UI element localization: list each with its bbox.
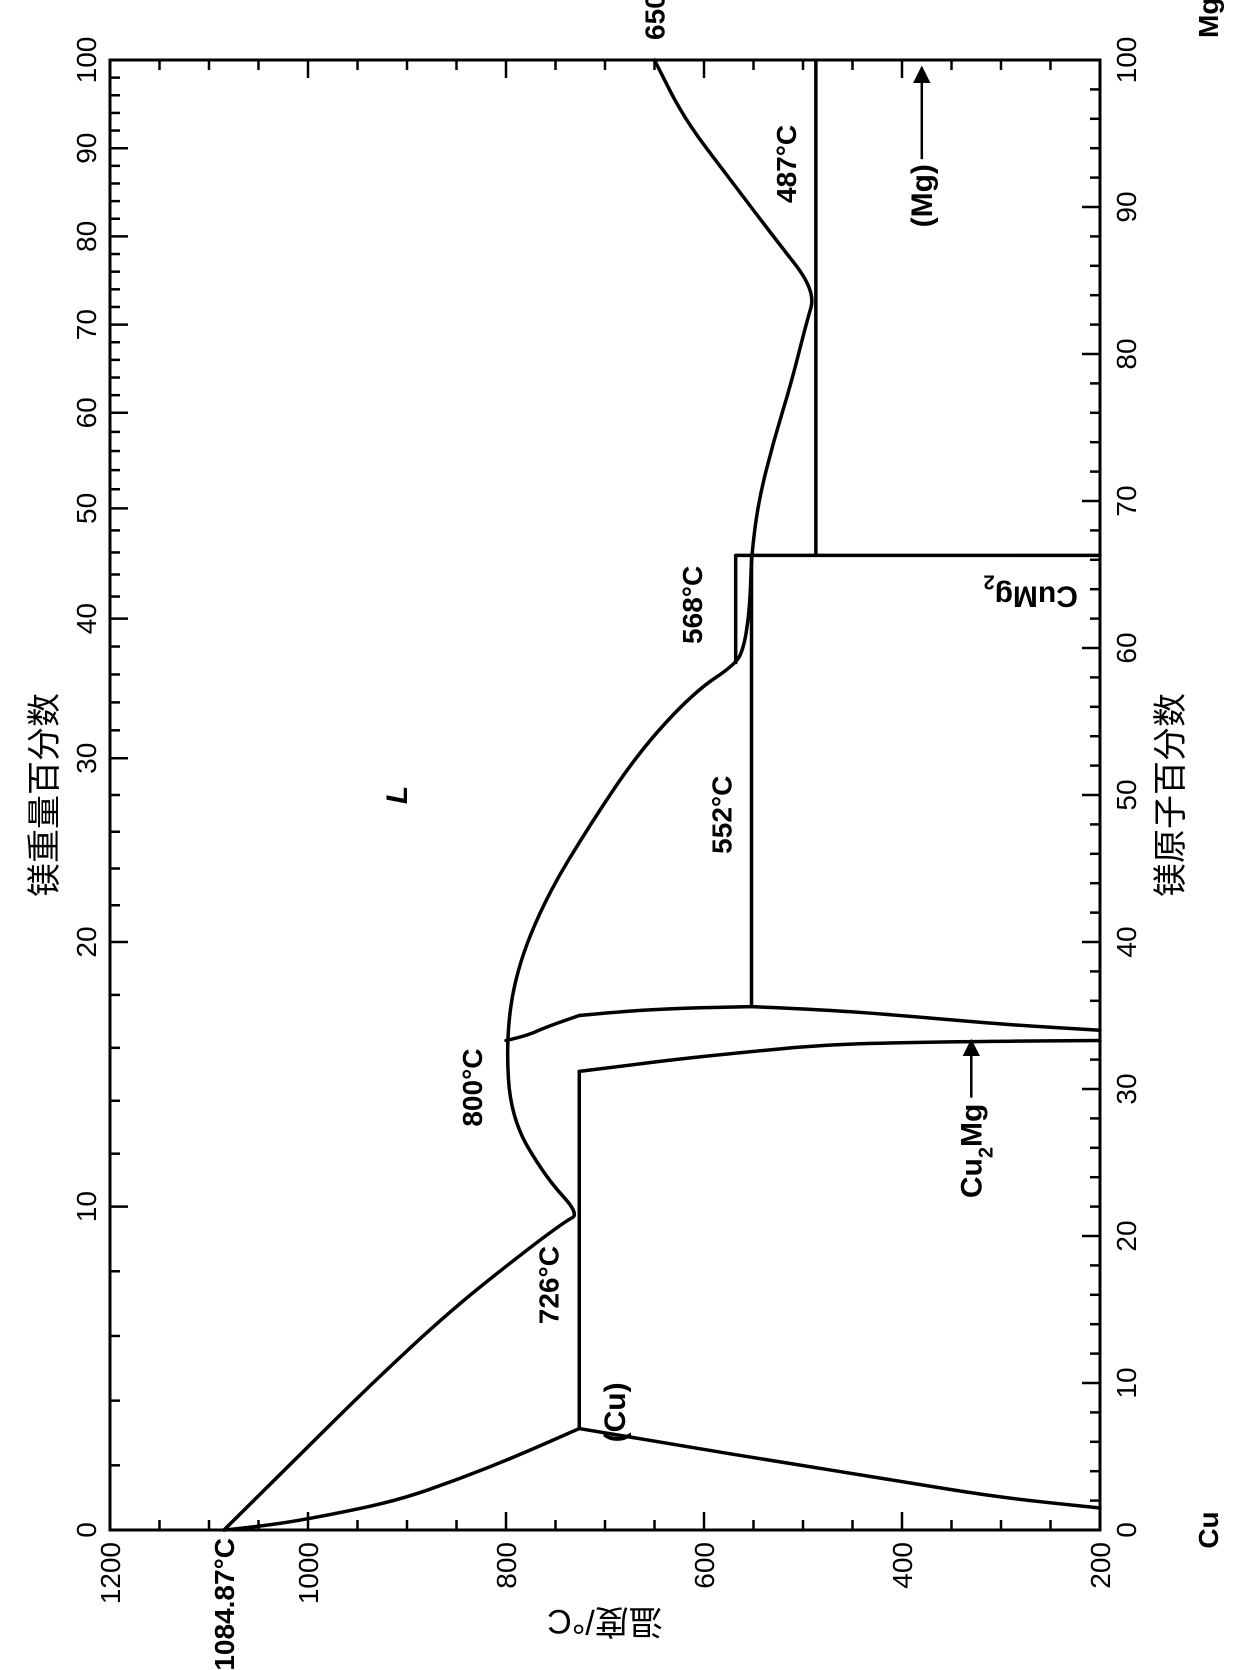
- x-bottom-tick-label: 100: [1111, 37, 1142, 84]
- temp-label-4: 568°C: [677, 566, 708, 644]
- x-bottom-tick-label: 80: [1111, 338, 1142, 369]
- x-top-tick-label: 50: [71, 493, 102, 524]
- temp-label-5: 487°C: [771, 125, 802, 203]
- x-bottom-tick-label: 60: [1111, 632, 1142, 663]
- end-cu-label: Cu: [1193, 1511, 1224, 1548]
- y-axis-label: 温度/°C: [547, 1602, 663, 1640]
- x-top-tick-label: 10: [71, 1191, 102, 1222]
- x-bottom-tick-label: 70: [1111, 485, 1142, 516]
- temp-label-6: 650°C: [640, 0, 671, 40]
- end-mg-label: Mg: [1193, 0, 1224, 38]
- x-top-tick-label: 90: [71, 133, 102, 164]
- x-bottom-tick-label: 50: [1111, 779, 1142, 810]
- x-top-tick-label: 70: [71, 309, 102, 340]
- x-top-tick-label: 60: [71, 397, 102, 428]
- x-bottom-tick-label: 40: [1111, 926, 1142, 957]
- temp-label-0: 1084.87°C: [209, 1538, 240, 1670]
- temp-label-2: 726°C: [533, 1246, 564, 1324]
- y-tick-label: 200: [1085, 1542, 1116, 1589]
- x-top-tick-label: 0: [71, 1522, 102, 1538]
- phase-Cu: (Cu): [599, 1382, 632, 1442]
- x-bottom-tick-label: 0: [1111, 1522, 1142, 1538]
- x-top-tick-label: 80: [71, 221, 102, 252]
- x-bottom-tick-label: 10: [1111, 1367, 1142, 1398]
- y-tick-label: 1200: [95, 1542, 126, 1604]
- x-bottom-tick-label: 20: [1111, 1220, 1142, 1251]
- temp-label-3: 552°C: [707, 776, 738, 854]
- phase-Mg: (Mg): [906, 164, 939, 227]
- y-tick-label: 600: [689, 1542, 720, 1589]
- x-bottom-tick-label: 90: [1111, 191, 1142, 222]
- phase-L: L: [381, 786, 414, 804]
- x-top-tick-label: 20: [71, 926, 102, 957]
- y-tick-label: 1000: [293, 1542, 324, 1604]
- x-top-tick-label: 40: [71, 603, 102, 634]
- x-top-tick-label: 30: [71, 743, 102, 774]
- x-top-tick-label: 100: [71, 37, 102, 84]
- temp-label-1: 800°C: [457, 1048, 488, 1126]
- y-tick-label: 400: [887, 1542, 918, 1589]
- y-tick-label: 800: [491, 1542, 522, 1589]
- phase-diagram: 2004006008001000120001020304050607080901…: [0, 0, 1240, 1670]
- x-bottom-tick-label: 30: [1111, 1073, 1142, 1104]
- x-bottom-axis-label: 镁原子百分数: [1152, 693, 1190, 897]
- x-top-axis-label: 镁重量百分数: [26, 693, 64, 897]
